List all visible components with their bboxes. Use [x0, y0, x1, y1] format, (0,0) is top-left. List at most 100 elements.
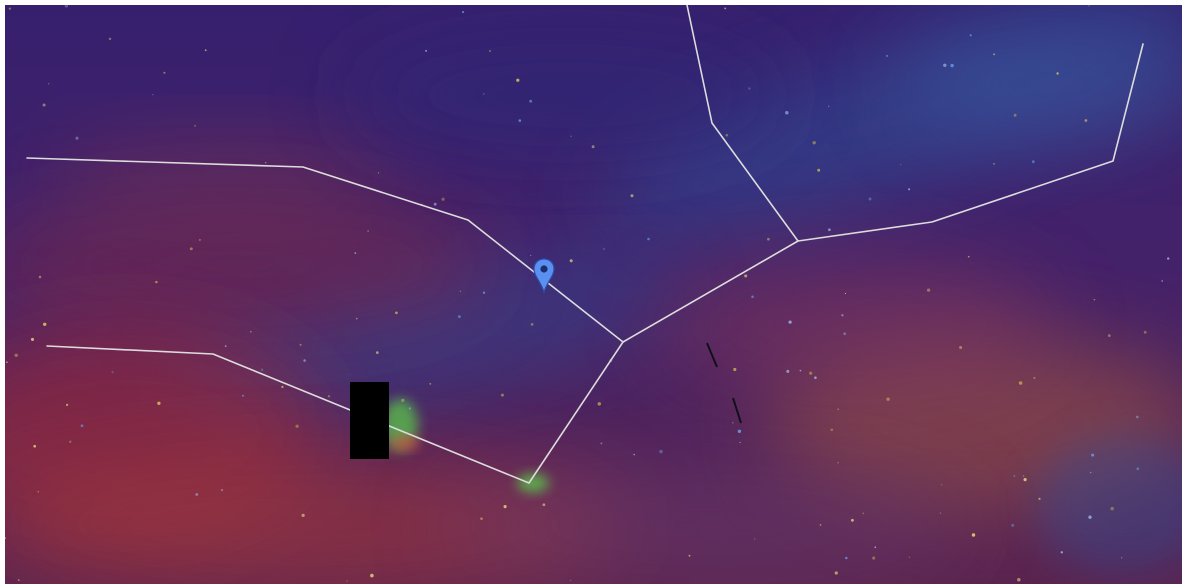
sky-map-canvas[interactable] — [5, 5, 1182, 584]
star — [828, 228, 831, 232]
star — [1060, 551, 1063, 554]
star — [993, 53, 996, 56]
star — [788, 320, 792, 324]
star — [830, 428, 834, 432]
star — [441, 197, 445, 201]
star — [264, 161, 267, 164]
star — [354, 252, 357, 255]
star — [647, 237, 650, 241]
star — [204, 49, 207, 52]
star — [250, 331, 252, 333]
star — [969, 34, 972, 37]
star — [38, 275, 42, 279]
star — [900, 163, 902, 166]
star — [1110, 506, 1114, 511]
star — [819, 524, 822, 526]
star — [542, 503, 546, 507]
star — [1161, 280, 1164, 282]
star — [633, 453, 636, 456]
star — [724, 7, 727, 10]
star — [600, 442, 603, 445]
star — [64, 5, 68, 8]
star — [872, 556, 876, 560]
star — [6, 361, 8, 364]
star — [327, 395, 331, 398]
star — [376, 351, 379, 354]
star — [33, 444, 37, 448]
star — [80, 424, 84, 428]
star — [785, 110, 789, 115]
star — [14, 353, 18, 358]
star — [569, 259, 573, 263]
star — [377, 172, 380, 174]
star — [433, 202, 437, 206]
star — [108, 37, 112, 41]
star — [194, 125, 196, 127]
star — [482, 291, 486, 294]
star — [603, 248, 605, 250]
star — [1033, 376, 1036, 379]
star — [739, 441, 741, 444]
star — [841, 314, 844, 317]
sky-map[interactable] — [5, 5, 1182, 584]
star — [155, 280, 158, 284]
star — [993, 162, 995, 165]
star — [1088, 5, 1090, 7]
star — [301, 513, 305, 518]
star — [163, 71, 166, 74]
star — [786, 369, 790, 373]
star — [530, 323, 534, 326]
star — [754, 538, 756, 540]
bright-source — [382, 399, 549, 492]
star — [66, 403, 69, 406]
star — [295, 424, 299, 428]
star — [908, 556, 911, 558]
star — [42, 103, 46, 107]
star — [1088, 515, 1092, 519]
star — [516, 78, 520, 82]
star — [489, 50, 491, 52]
star — [950, 63, 954, 68]
star — [1143, 330, 1147, 334]
star — [8, 7, 11, 10]
star — [1022, 475, 1025, 477]
star — [967, 255, 970, 258]
star — [630, 194, 634, 198]
star — [157, 401, 161, 405]
star — [570, 579, 572, 582]
star — [737, 429, 742, 433]
star — [1120, 557, 1123, 559]
star — [224, 345, 227, 347]
star — [744, 274, 748, 278]
star — [518, 119, 522, 122]
star — [299, 343, 302, 346]
star — [500, 393, 504, 397]
star — [688, 554, 691, 557]
star — [1011, 523, 1015, 527]
star — [844, 292, 847, 295]
star — [591, 145, 595, 149]
star — [17, 579, 20, 581]
map-pin-icon[interactable] — [533, 258, 555, 294]
star — [75, 136, 79, 140]
star — [814, 376, 817, 379]
star — [1167, 257, 1170, 260]
star — [732, 422, 734, 424]
star — [886, 54, 888, 57]
star — [908, 188, 911, 191]
star — [189, 247, 193, 251]
star — [943, 63, 947, 67]
star — [1017, 578, 1021, 582]
star — [1084, 119, 1088, 122]
star — [1089, 471, 1092, 474]
star — [939, 512, 942, 514]
star — [971, 533, 976, 537]
star — [530, 254, 532, 257]
star — [152, 93, 154, 96]
star — [862, 512, 865, 514]
nebula-background — [5, 5, 1182, 584]
star — [529, 99, 533, 103]
star — [1018, 381, 1023, 385]
star — [480, 517, 483, 520]
star — [837, 408, 839, 410]
